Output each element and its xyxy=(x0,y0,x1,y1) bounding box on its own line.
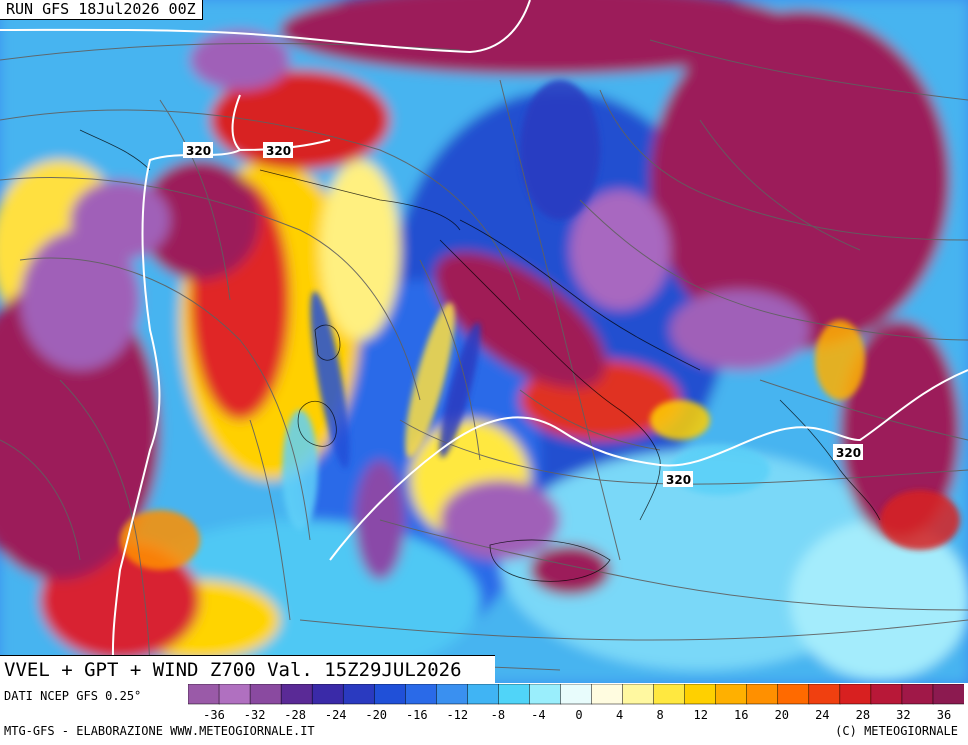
legend-tick-label: 8 xyxy=(656,708,663,720)
run-label: RUN GFS 18Jul2026 00Z xyxy=(0,0,203,20)
legend-swatch xyxy=(311,683,344,705)
legend-swatch xyxy=(839,683,872,705)
legend-swatch xyxy=(529,683,562,705)
legend-tick-label: 36 xyxy=(937,708,951,720)
legend-tick-label: -24 xyxy=(325,708,347,720)
legend-tick-label: -12 xyxy=(446,708,468,720)
map-title: VVEL + GPT + WIND Z700 Val. 15Z29JUL2026 xyxy=(0,655,495,683)
legend-tick-label: -32 xyxy=(244,708,266,720)
legend-tick-label: 24 xyxy=(815,708,829,720)
legend-swatch xyxy=(280,683,313,705)
legend-tick-label: 20 xyxy=(775,708,789,720)
wind-streamlines xyxy=(0,39,968,681)
legend-swatch xyxy=(436,683,469,705)
footer-copyright: (C) METEOGIORNALE xyxy=(835,724,958,738)
legend-swatch xyxy=(405,683,438,705)
legend-swatch xyxy=(622,683,655,705)
legend-swatch xyxy=(591,683,624,705)
legend-swatch xyxy=(498,683,531,705)
legend-swatch xyxy=(684,683,717,705)
legend-swatch xyxy=(467,683,500,705)
legend-swatch xyxy=(901,683,934,705)
footer-credit: MTG-GFS - ELABORAZIONE WWW.METEOGIORNALE… xyxy=(4,724,315,738)
legend-tick-label: 28 xyxy=(856,708,870,720)
contour-label-group: 320 320 320 320 xyxy=(183,142,863,487)
legend-tick-label: -20 xyxy=(365,708,387,720)
legend-tick-label: 16 xyxy=(734,708,748,720)
vvel-texture xyxy=(120,80,960,570)
vvel-field xyxy=(0,0,968,683)
legend-swatch xyxy=(746,683,779,705)
contour-label: 320 xyxy=(186,144,211,158)
legend-swatch xyxy=(560,683,593,705)
legend-swatch xyxy=(342,683,375,705)
legend-swatch xyxy=(653,683,686,705)
legend-tick-label: -16 xyxy=(406,708,428,720)
legend-swatch xyxy=(932,683,965,705)
legend-tick-label: -4 xyxy=(531,708,545,720)
legend-swatch xyxy=(777,683,810,705)
contour-label: 320 xyxy=(266,144,291,158)
legend-swatch xyxy=(715,683,748,705)
contour-label: 320 xyxy=(836,446,861,460)
legend-swatch xyxy=(218,683,251,705)
legend-swatch xyxy=(808,683,841,705)
data-source: DATI NCEP GFS 0.25° xyxy=(4,689,142,703)
contour-label: 320 xyxy=(666,473,691,487)
geopotential-isolines xyxy=(0,0,968,683)
color-legend: -36 -32 -28 -24 -20 -16 -12 -8 -4 0 4 8 12 16 20 24 28 32… xyxy=(187,683,965,724)
weather-map: 320 320 320 320 xyxy=(0,0,968,683)
legend-tick-label: 12 xyxy=(693,708,707,720)
legend-swatch xyxy=(249,683,282,705)
legend-swatch xyxy=(373,683,407,705)
legend-tick-label: 32 xyxy=(896,708,910,720)
legend-tick-label: 4 xyxy=(616,708,623,720)
coastlines xyxy=(79,129,881,582)
legend-tick-label: 0 xyxy=(575,708,582,720)
legend-tick-label: -36 xyxy=(203,708,225,720)
legend-swatch xyxy=(870,683,903,705)
legend-tick-label: -8 xyxy=(491,708,505,720)
legend-swatch xyxy=(187,683,220,705)
legend-tick-label: -28 xyxy=(284,708,306,720)
